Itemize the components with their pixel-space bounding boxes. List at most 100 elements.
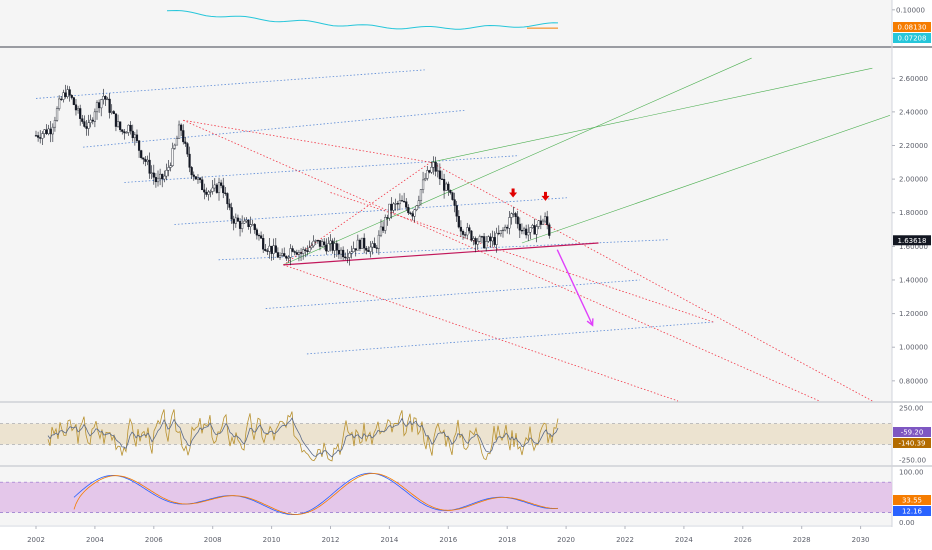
candle-body bbox=[283, 253, 286, 257]
time-x-tick-6: 2014 bbox=[380, 536, 398, 544]
candle-body bbox=[407, 207, 410, 214]
candle-body bbox=[161, 173, 164, 180]
stoch-badge-1: 12.16 bbox=[893, 506, 931, 516]
candle-body bbox=[424, 178, 427, 181]
candle-body bbox=[49, 128, 52, 135]
candle-body bbox=[241, 222, 244, 229]
candle-body bbox=[518, 223, 521, 231]
candle-body bbox=[135, 134, 139, 141]
candle-body bbox=[190, 167, 193, 176]
candle-body bbox=[508, 217, 511, 229]
candle-body bbox=[434, 162, 437, 172]
candle-body bbox=[209, 191, 212, 193]
candle-body bbox=[293, 251, 296, 253]
candle-body bbox=[453, 199, 456, 206]
candle-body bbox=[247, 219, 250, 227]
stoch-badge-1-bg bbox=[893, 506, 931, 516]
candle-body bbox=[217, 182, 221, 193]
candle-body bbox=[512, 213, 515, 215]
candle-body bbox=[66, 89, 69, 97]
candle-body bbox=[457, 216, 460, 228]
candle-body bbox=[278, 255, 282, 258]
candle-body bbox=[299, 252, 303, 254]
candle-body bbox=[308, 247, 311, 252]
candle-body bbox=[62, 92, 65, 100]
candle-body bbox=[482, 236, 486, 249]
candle-body bbox=[123, 131, 126, 134]
stoch-badge-0-label: 33.55 bbox=[902, 497, 922, 505]
candle-body bbox=[358, 239, 362, 249]
candle-body bbox=[470, 230, 473, 241]
cci-layer bbox=[0, 409, 892, 462]
candle-body bbox=[451, 192, 454, 200]
candle-body bbox=[91, 119, 94, 122]
candle-body bbox=[182, 130, 185, 143]
candle-body bbox=[198, 177, 202, 180]
candle-body bbox=[548, 224, 551, 236]
cci-badge-0-bg bbox=[893, 427, 931, 437]
candle-body bbox=[194, 176, 197, 180]
stoch-d-line bbox=[73, 473, 558, 515]
cci-signal-line bbox=[47, 417, 559, 458]
candle-body bbox=[415, 205, 418, 211]
candle-body bbox=[516, 216, 519, 225]
time-x-tick-0: 2002 bbox=[27, 536, 45, 544]
candle-body bbox=[249, 224, 252, 227]
candle-body bbox=[64, 92, 67, 97]
candle-body bbox=[232, 218, 235, 224]
candle-body bbox=[472, 238, 475, 241]
candle-body bbox=[297, 252, 301, 255]
candle-body bbox=[180, 124, 183, 131]
candle-body bbox=[459, 226, 463, 232]
candle-body bbox=[337, 250, 341, 255]
candle-body bbox=[403, 200, 406, 203]
pitchfork-red-line-1 bbox=[283, 264, 679, 402]
candle-body bbox=[320, 241, 324, 247]
top-indicator-panel bbox=[0, 0, 892, 46]
time-x-tick-10: 2022 bbox=[616, 536, 634, 544]
candle-body bbox=[70, 95, 73, 98]
pitchfork-red-line-5 bbox=[330, 192, 714, 323]
candle-body bbox=[268, 245, 271, 252]
candle-body bbox=[163, 175, 166, 180]
price-panel[interactable] bbox=[0, 48, 892, 401]
candle-body bbox=[146, 159, 149, 162]
candle-body bbox=[220, 182, 223, 186]
candle-body bbox=[531, 225, 534, 228]
pitchfork-green-line-1 bbox=[430, 67, 873, 163]
candle-body bbox=[487, 236, 490, 242]
candle-body bbox=[140, 150, 143, 158]
candle-body bbox=[253, 224, 256, 230]
candle-body bbox=[60, 98, 63, 100]
candle-body bbox=[89, 119, 92, 123]
candle-body bbox=[510, 213, 513, 218]
candle-body bbox=[421, 179, 425, 190]
pitchfork-red-line-0 bbox=[183, 119, 820, 402]
candle-body bbox=[37, 135, 40, 138]
top-badge-0: 0.08130 bbox=[893, 22, 931, 32]
stoch-badge-0: 33.55 bbox=[893, 495, 931, 505]
candle-body bbox=[522, 228, 526, 231]
candle-body bbox=[331, 240, 334, 251]
candle-body bbox=[148, 159, 151, 174]
candle-body bbox=[211, 187, 214, 192]
cci-line bbox=[47, 409, 559, 462]
candle-body bbox=[430, 167, 433, 173]
candle-body bbox=[381, 226, 385, 231]
candle-body bbox=[289, 248, 292, 258]
candle-body bbox=[371, 243, 374, 248]
candle-body bbox=[108, 98, 111, 113]
candle-body bbox=[356, 239, 359, 251]
candle-body bbox=[432, 162, 435, 168]
candle-body bbox=[367, 250, 370, 252]
candle-body bbox=[98, 102, 101, 109]
candle-body bbox=[85, 126, 88, 129]
candle-body bbox=[525, 228, 528, 236]
stoch-y-tick-1: 0.00 bbox=[899, 519, 915, 527]
price-y-tick-9: 0.80000 bbox=[899, 377, 928, 385]
candle-body bbox=[262, 238, 265, 250]
candle-body bbox=[539, 220, 542, 225]
candle-body bbox=[535, 226, 538, 235]
candle-body bbox=[346, 257, 349, 259]
